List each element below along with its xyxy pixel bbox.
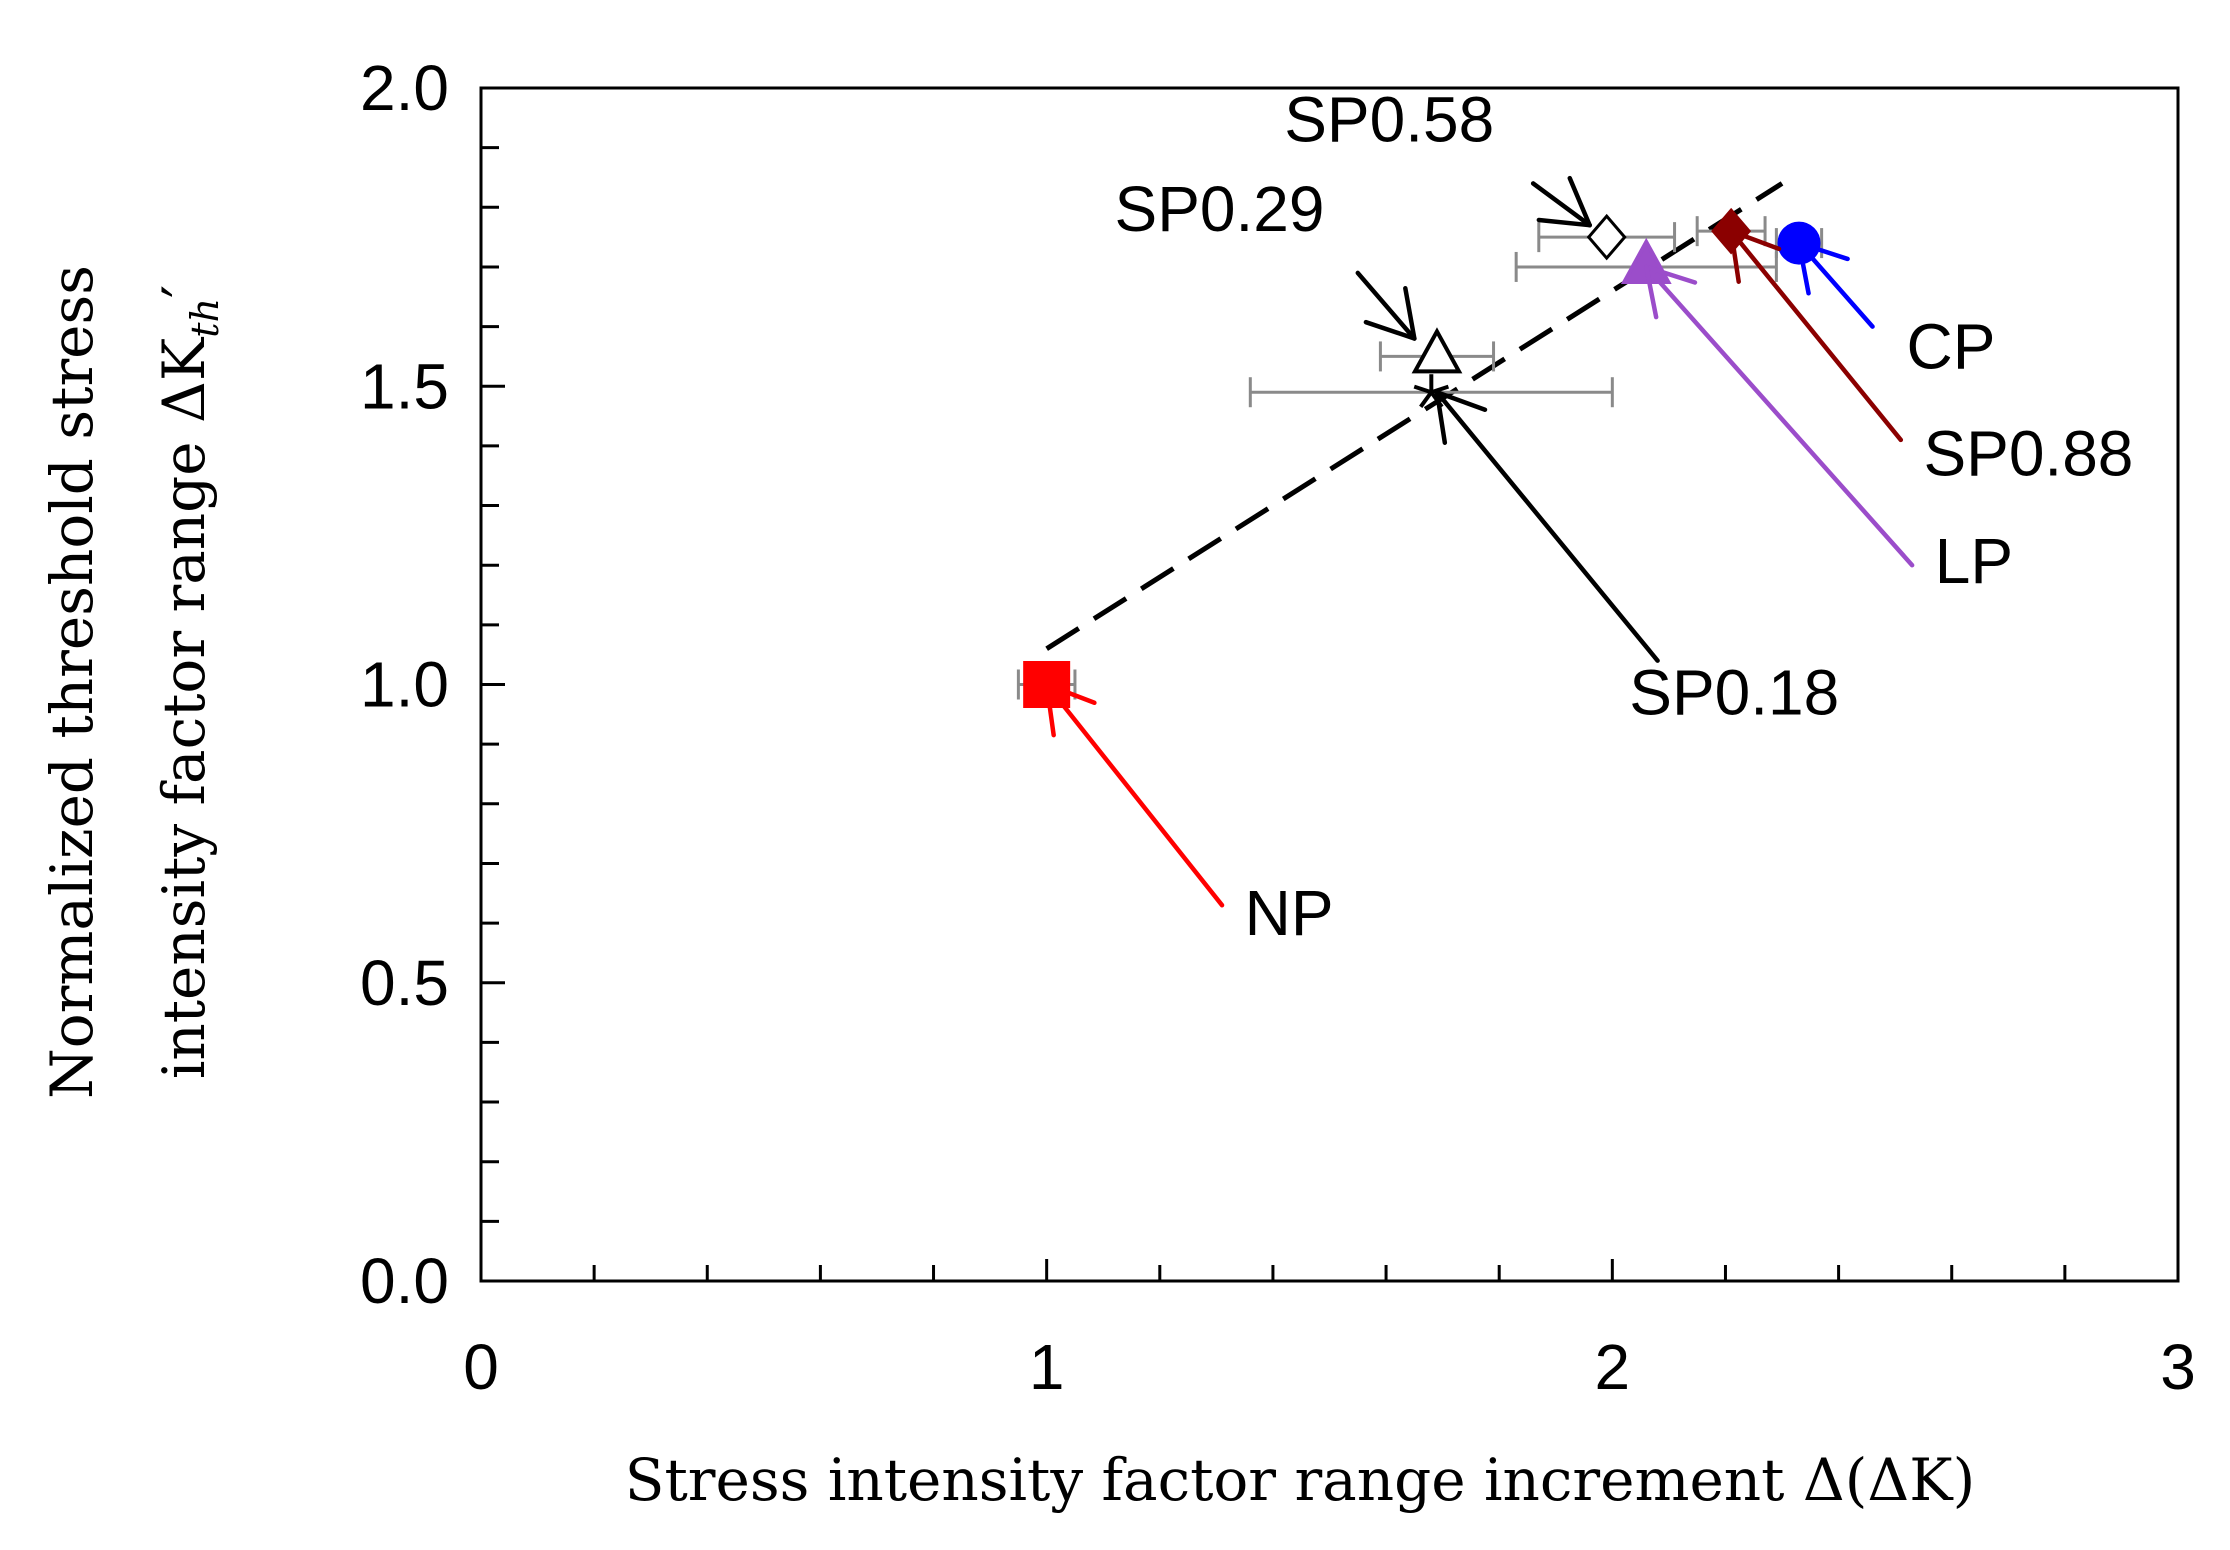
callout-line	[1355, 270, 1417, 341]
callout-head-left	[1536, 217, 1592, 228]
callout-head-right	[1044, 682, 1056, 738]
callout-label-sp0.58: SP0.58	[1284, 84, 1494, 156]
x-tick-label: 3	[2160, 1331, 2196, 1403]
callout-arrow-np	[1044, 682, 1225, 908]
data-point-sp0.29	[1411, 327, 1463, 374]
callout-line	[1728, 228, 1904, 443]
callout-label-sp0.18: SP0.18	[1629, 656, 1839, 728]
callout-line	[1796, 240, 1875, 329]
x-tick-label: 2	[1595, 1331, 1631, 1403]
callout-label-np: NP	[1245, 877, 1334, 949]
minor-ticks	[481, 146, 2067, 1281]
x-tick-label: 1	[1029, 1331, 1065, 1403]
callout-arrow-lp	[1644, 264, 1915, 568]
y-axis-title-line1: Normalized threshold stress	[38, 265, 106, 1099]
callout-head-right	[1796, 240, 1811, 296]
asterisk-stroke	[1430, 384, 1450, 395]
callout-head-left	[1796, 240, 1850, 262]
callout-line	[1530, 181, 1592, 228]
y-tick-label: 0.5	[360, 947, 449, 1019]
callout-head-left	[1363, 319, 1417, 341]
y-axis-title-subscript: th	[183, 298, 227, 338]
callout-line	[1644, 264, 1915, 568]
asterisk-stroke	[1419, 391, 1433, 408]
callout-arrow-cp	[1796, 240, 1875, 329]
callout-head-right	[1567, 175, 1592, 228]
plot-area	[479, 86, 2180, 1283]
callout-label-cp: CP	[1906, 310, 1995, 382]
callout-line	[1434, 389, 1660, 663]
callout-layer: NP SP0.18 SP0.29 SP0.58 LP SP0.88 CP	[1044, 84, 2133, 949]
callout-head-right	[1434, 389, 1448, 445]
y-axis-title-line2: intensity factor range ΔKth′	[150, 285, 227, 1079]
x-tick-labels: 0 1 2 3	[463, 1331, 2196, 1403]
y-axis-title-line2-main: intensity factor range ΔK	[150, 336, 218, 1079]
y-axis-title-prime: ′	[150, 285, 218, 298]
y-tick-label: 0.0	[360, 1245, 449, 1317]
x-tick-label: 0	[463, 1331, 499, 1403]
data-point-sp0.58	[1586, 213, 1627, 261]
callout-label-lp: LP	[1935, 525, 2013, 597]
callout-head-right	[1403, 285, 1417, 341]
y-tick-label: 1.0	[360, 649, 449, 721]
callout-arrow-sp0.88	[1728, 228, 1904, 443]
y-tick-label: 2.0	[360, 52, 449, 124]
callout-head-right	[1728, 228, 1741, 284]
callout-arrow-sp0.29	[1355, 270, 1417, 341]
callout-head-left	[1728, 228, 1782, 252]
callout-head-left	[1044, 682, 1097, 706]
callout-arrow-sp0.18	[1434, 389, 1660, 663]
callout-arrow-sp0.58	[1530, 175, 1592, 228]
callout-head-left	[1644, 264, 1698, 285]
callout-head-left	[1434, 389, 1488, 412]
x-axis-title: Stress intensity factor range increment …	[625, 1446, 1975, 1514]
y-tick-label: 1.5	[360, 350, 449, 422]
callout-line	[1044, 682, 1225, 908]
callout-label-sp0.88: SP0.88	[1923, 418, 2133, 490]
y-tick-labels: 0.0 0.5 1.0 1.5 2.0	[360, 52, 449, 1317]
asterisk-stroke	[1413, 384, 1432, 395]
callout-head-right	[1644, 264, 1659, 320]
callout-label-sp0.29: SP0.29	[1115, 173, 1325, 245]
